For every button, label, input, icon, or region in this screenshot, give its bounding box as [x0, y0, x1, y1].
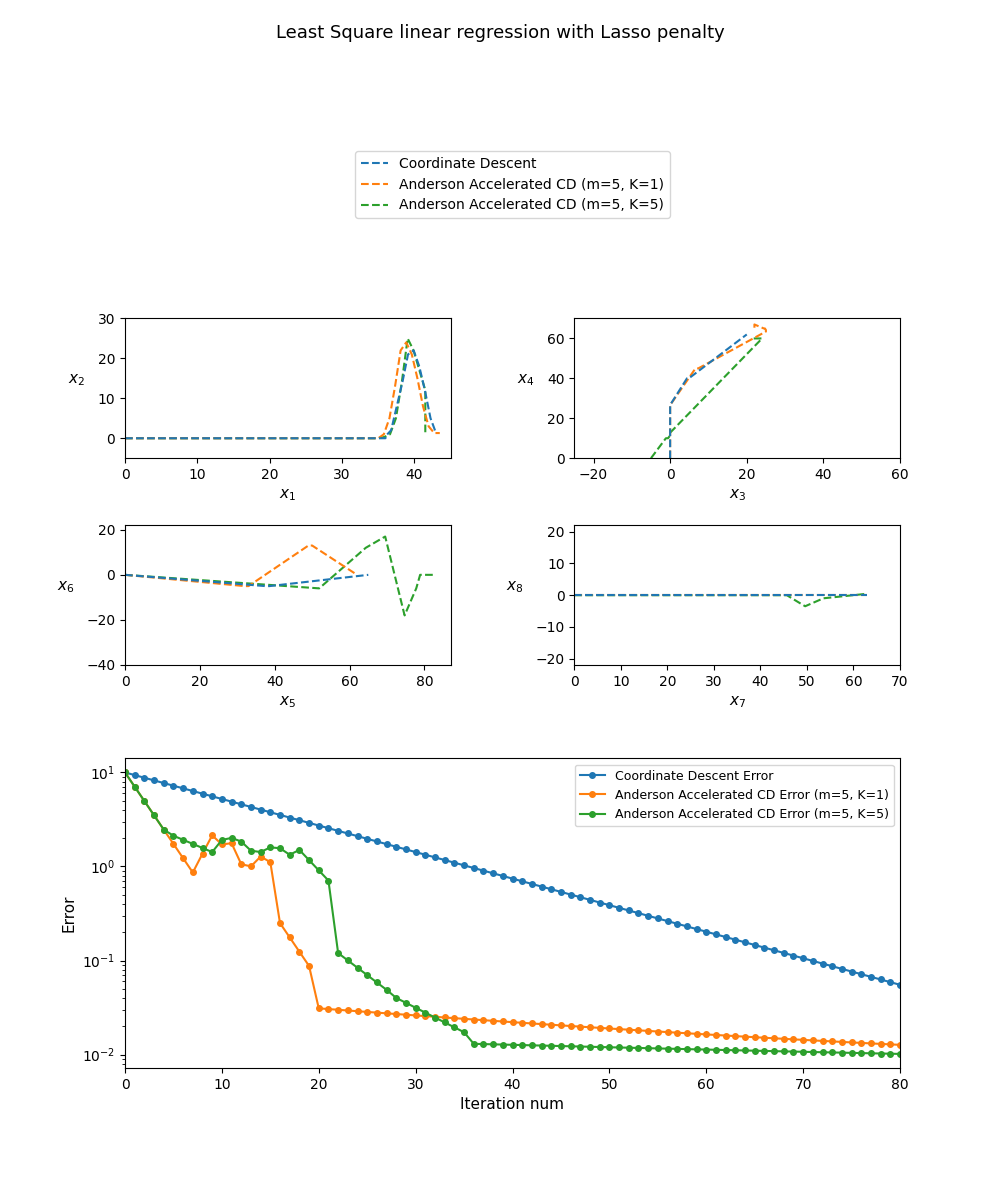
Anderson Accelerated CD Error (m=5, K=1)	[603, 1021, 615, 1036]
Coordinate Descent Error	[603, 898, 615, 912]
Coordinate Descent Error	[816, 956, 828, 971]
Anderson Accelerated CD Error (m=5, K=1)	[119, 766, 131, 780]
Line: Anderson Accelerated CD Error (m=5, K=1): Anderson Accelerated CD Error (m=5, K=1)	[122, 769, 903, 1048]
Anderson Accelerated CD Error (m=5, K=1)	[787, 1032, 799, 1046]
Text: Least Square linear regression with Lasso penalty: Least Square linear regression with Lass…	[276, 24, 724, 42]
X-axis label: $x_5$: $x_5$	[279, 695, 296, 710]
X-axis label: $x_7$: $x_7$	[729, 695, 746, 710]
Anderson Accelerated CD Error (m=5, K=5)	[816, 1045, 828, 1060]
X-axis label: Iteration num: Iteration num	[460, 1097, 564, 1112]
Anderson Accelerated CD Error (m=5, K=1)	[691, 1027, 703, 1042]
Anderson Accelerated CD Error (m=5, K=5)	[787, 1044, 799, 1058]
Legend: Coordinate Descent Error, Anderson Accelerated CD Error (m=5, K=1), Anderson Acc: Coordinate Descent Error, Anderson Accel…	[575, 764, 894, 826]
Y-axis label: $x_4$: $x_4$	[517, 373, 535, 389]
Coordinate Descent Error	[119, 766, 131, 780]
Coordinate Descent Error	[787, 948, 799, 962]
Coordinate Descent Error	[545, 882, 557, 896]
Anderson Accelerated CD Error (m=5, K=5)	[894, 1046, 906, 1061]
X-axis label: $x_3$: $x_3$	[729, 487, 746, 503]
Anderson Accelerated CD Error (m=5, K=5)	[691, 1042, 703, 1056]
Line: Coordinate Descent Error: Coordinate Descent Error	[122, 769, 903, 988]
Anderson Accelerated CD Error (m=5, K=1)	[749, 1030, 761, 1044]
Coordinate Descent Error	[691, 922, 703, 936]
Anderson Accelerated CD Error (m=5, K=5)	[749, 1044, 761, 1058]
Anderson Accelerated CD Error (m=5, K=5)	[119, 766, 131, 780]
Y-axis label: $x_6$: $x_6$	[57, 580, 74, 595]
Anderson Accelerated CD Error (m=5, K=1)	[545, 1018, 557, 1032]
Y-axis label: Error: Error	[62, 894, 77, 932]
X-axis label: $x_1$: $x_1$	[279, 487, 296, 503]
Coordinate Descent Error	[749, 937, 761, 952]
Anderson Accelerated CD Error (m=5, K=1)	[816, 1033, 828, 1048]
Y-axis label: $x_8$: $x_8$	[506, 580, 523, 595]
Coordinate Descent Error	[894, 978, 906, 992]
Anderson Accelerated CD Error (m=5, K=1)	[894, 1038, 906, 1052]
Y-axis label: $x_2$: $x_2$	[68, 373, 85, 389]
Anderson Accelerated CD Error (m=5, K=5)	[603, 1040, 615, 1055]
Legend: Coordinate Descent, Anderson Accelerated CD (m=5, K=1), Anderson Accelerated CD : Coordinate Descent, Anderson Accelerated…	[355, 151, 670, 218]
Anderson Accelerated CD Error (m=5, K=5)	[545, 1039, 557, 1054]
Line: Anderson Accelerated CD Error (m=5, K=5): Anderson Accelerated CD Error (m=5, K=5)	[122, 769, 903, 1057]
